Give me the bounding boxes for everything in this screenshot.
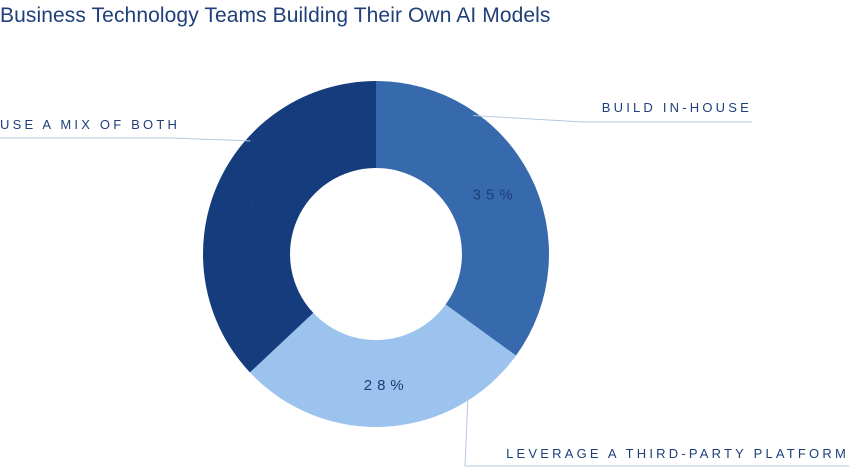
donut-slice-build-in-house [376,81,549,356]
data-labels: 35% 28% 37% BUILD IN-HOUSE LEVERAGE A THIRD-… [0,100,849,461]
leader-lines [0,115,849,467]
donut-slices [203,81,549,427]
leader-line-leverage-a-third-party-platform [464,395,849,467]
category-label-build-in-house: BUILD IN-HOUSE [602,100,752,115]
category-label-use-a-mix-of-both: USE A MIX OF BOTH [0,117,180,132]
category-label-leverage-a-third-party-platform: LEVERAGE A THIRD-PARTY PLATFORM [506,446,849,461]
leader-line-use-a-mix-of-both [0,137,251,142]
value-label-leverage-a-third-party-platform: 28% [364,377,409,394]
value-label-use-a-mix-of-both: 37% [235,194,280,211]
value-label-build-in-house: 35% [473,186,518,203]
donut-slice-use-a-mix-of-both [203,81,376,373]
chart-title: Business Technology Teams Building Their… [0,4,551,27]
donut-slice-leverage-a-third-party-platform [249,304,516,427]
leader-line-build-in-house [472,115,752,123]
